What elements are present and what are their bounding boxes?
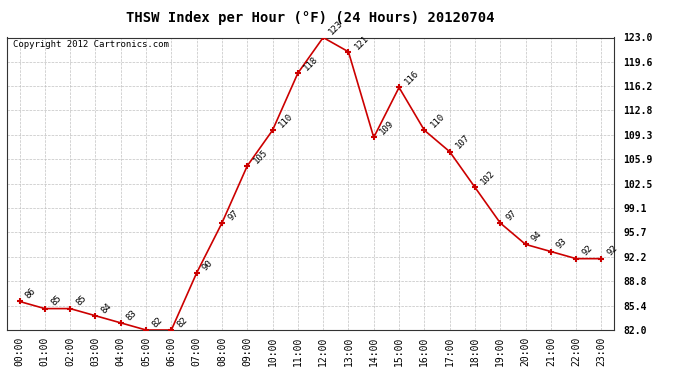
Text: 86: 86 [23, 287, 38, 301]
Text: 82: 82 [150, 315, 164, 329]
Text: 83: 83 [125, 308, 139, 322]
Text: 93: 93 [555, 237, 569, 251]
Text: 85: 85 [49, 294, 63, 308]
Text: 97: 97 [226, 208, 240, 222]
Text: 107: 107 [454, 133, 471, 151]
Text: 110: 110 [277, 112, 295, 129]
Text: 109: 109 [378, 119, 395, 136]
Text: Copyright 2012 Cartronics.com: Copyright 2012 Cartronics.com [13, 40, 169, 50]
Text: 92: 92 [580, 244, 594, 258]
Text: 97: 97 [504, 208, 518, 222]
Text: 94: 94 [530, 230, 544, 244]
Text: 92: 92 [606, 244, 620, 258]
Text: 118: 118 [302, 55, 319, 72]
Text: 85: 85 [75, 294, 88, 308]
Text: 105: 105 [251, 147, 269, 165]
Text: 121: 121 [353, 33, 371, 51]
Text: 116: 116 [403, 69, 421, 87]
Text: 110: 110 [428, 112, 446, 129]
Text: 102: 102 [479, 169, 497, 186]
Text: THSW Index per Hour (°F) (24 Hours) 20120704: THSW Index per Hour (°F) (24 Hours) 2012… [126, 11, 495, 25]
Text: 123: 123 [327, 19, 345, 37]
Text: 82: 82 [175, 315, 190, 329]
Text: 84: 84 [99, 301, 114, 315]
Text: 90: 90 [201, 258, 215, 272]
